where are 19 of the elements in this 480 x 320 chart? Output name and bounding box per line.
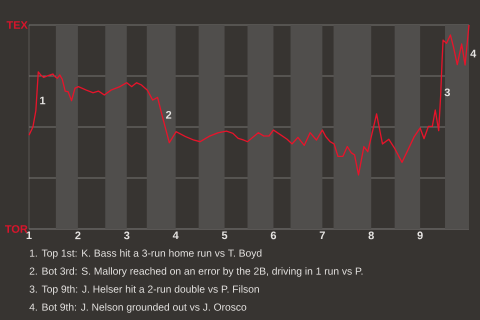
- x-tick-label: 4: [172, 232, 179, 240]
- text: 1. Top 1st: K. Bass hit a 3-run home run vs T. Boyd: [30, 249, 262, 259]
- text: TEX: [6, 21, 28, 29]
- annotation: 3: [444, 88, 450, 96]
- x-tick-label: 2: [75, 232, 80, 240]
- text: 3. Top 9th: J. Helser hit a 2-run double vs P. Filson: [30, 285, 259, 295]
- x-tick-label: 9: [417, 232, 423, 240]
- text: 2. Bot 3rd: S. Mallory reached on an error by the 2B, driving in 1 run vs P.: [30, 267, 362, 277]
- x-tick-label: 3: [124, 232, 130, 240]
- annotation: 1: [40, 96, 46, 104]
- text: TOR: [4, 225, 28, 233]
- x-tick-label: 8: [368, 232, 374, 240]
- annotation: 2: [166, 110, 172, 119]
- x-tick-label: 5: [222, 232, 228, 240]
- text: 4. Bot 9th: J. Nelson grounded out vs J. Orosco: [29, 303, 246, 313]
- x-tick-label: 1: [26, 232, 32, 240]
- annotation: 4: [470, 50, 476, 58]
- x-tick-label: 6: [270, 232, 276, 240]
- x-tick-label: 7: [320, 232, 325, 240]
